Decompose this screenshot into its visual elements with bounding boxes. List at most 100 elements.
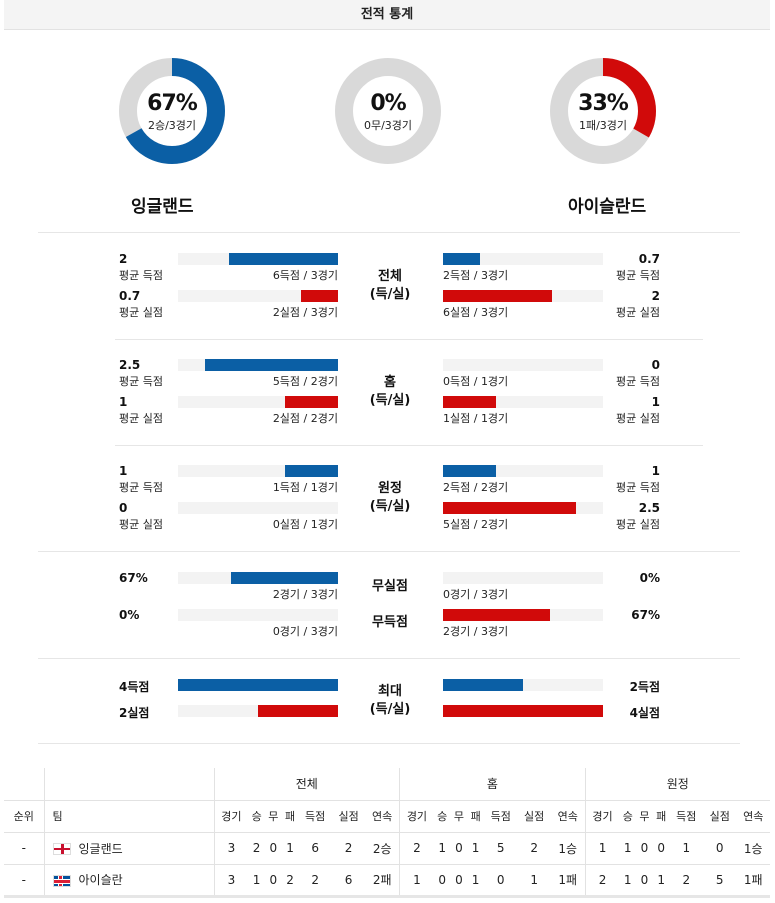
stat-cell: 0 <box>652 831 670 864</box>
column-header: 무 <box>636 799 653 832</box>
category-label: 원정 (득/실) <box>369 481 411 514</box>
right-bar <box>443 679 523 691</box>
left-detail: 1득점 / 1경기 <box>272 481 338 494</box>
right-label: 평균 실점 <box>616 518 660 531</box>
win-rate-caption: 2승/3경기 <box>147 119 197 132</box>
stat-cell: 1 <box>619 863 637 898</box>
column-header: 순위 <box>4 799 44 832</box>
team-cell[interactable]: 잉글랜드 <box>43 831 214 864</box>
stat-cell: 1승 <box>736 831 770 864</box>
right-detail: 1실점 / 1경기 <box>443 412 509 425</box>
column-header: 실점 <box>331 799 366 832</box>
stat-cell: 0 <box>433 863 451 898</box>
stat-cell: 0 <box>702 831 737 864</box>
stat-cell: 2 <box>399 831 434 864</box>
team-cell[interactable]: 아이슬란 <box>43 863 214 898</box>
stat-cell: 0 <box>450 863 468 898</box>
left-detail: 2실점 / 2경기 <box>272 412 338 425</box>
stat-cell: 1 <box>281 831 299 864</box>
left-value: 0% <box>119 608 140 622</box>
column-header: 무 <box>450 799 468 832</box>
right-bar <box>443 396 496 408</box>
win-rate-percent: 67% <box>147 91 198 116</box>
right-label: 평균 실점 <box>616 412 660 425</box>
table-row[interactable]: - 아이슬란 3 1 0 2 2 6 2패 1 0 0 1 0 1 1패 2 1 0 1 2 5 1패 <box>4 863 770 898</box>
win-rate-donut: 67% 2승/3경기 <box>118 57 226 165</box>
right-bar <box>443 502 576 514</box>
right-value: 4실점 <box>629 706 660 720</box>
stat-cell: 0 <box>483 863 518 898</box>
column-header: 승 <box>433 799 451 832</box>
stat-cell: 1 <box>399 863 434 898</box>
left-bar <box>205 359 338 371</box>
left-bar <box>231 572 338 584</box>
right-bar <box>443 465 496 477</box>
right-value: 0 <box>651 358 660 372</box>
column-header: 연속 <box>736 799 770 832</box>
column-header: 팀 <box>43 799 214 832</box>
stat-cell: 6 <box>331 863 366 898</box>
left-value: 2.5 <box>119 358 141 372</box>
stat-cell: 1승 <box>550 831 586 864</box>
group-home: 홈 <box>399 768 586 800</box>
stat-cell: 2 <box>331 831 366 864</box>
stat-cell: 1패 <box>736 863 770 898</box>
right-bar <box>443 253 480 265</box>
table-row[interactable]: - 잉글랜드 3 2 0 1 6 2 2승 2 1 0 1 5 2 1승 1 1 0 0 1 0 1승 <box>4 831 770 864</box>
stat-cell: 0 <box>636 831 653 864</box>
column-header: 승 <box>619 799 637 832</box>
left-detail: 6득점 / 3경기 <box>272 269 338 282</box>
right-label: 평균 득점 <box>616 481 660 494</box>
stat-cell: 3 <box>213 863 249 898</box>
left-label: 평균 득점 <box>119 375 163 388</box>
left-label: 평균 실점 <box>119 518 163 531</box>
column-header: 패 <box>281 799 299 832</box>
right-value: 2.5 <box>638 501 660 515</box>
england-flag-icon <box>52 843 71 855</box>
stat-cell: 2 <box>584 863 620 898</box>
left-bar <box>285 465 338 477</box>
stat-cell: 2승 <box>365 831 400 864</box>
right-value: 2득점 <box>629 680 660 694</box>
left-detail: 2실점 / 3경기 <box>272 306 338 319</box>
left-detail: 0실점 / 1경기 <box>272 518 338 531</box>
stat-cell: 1 <box>517 863 551 898</box>
team-name: 아이슬란 <box>78 873 123 887</box>
stat-cell: 0 <box>450 831 468 864</box>
left-value: 1 <box>119 395 128 409</box>
stat-cell: 3 <box>213 831 249 864</box>
left-label: 평균 실점 <box>119 412 163 425</box>
column-header: 실점 <box>702 799 737 832</box>
left-value: 0 <box>119 501 128 515</box>
column-header: 득점 <box>298 799 332 832</box>
left-label: 평균 실점 <box>119 306 163 319</box>
column-header: 경기 <box>399 799 434 832</box>
stat-cell: 1 <box>467 831 484 864</box>
draw-rate-caption: 0무/3경기 <box>363 119 413 132</box>
left-bar <box>178 679 338 691</box>
stat-cell: 2 <box>298 863 332 898</box>
rank-cell: - <box>4 863 44 898</box>
left-value: 4득점 <box>119 680 150 694</box>
right-bar <box>443 609 550 621</box>
right-detail: 2득점 / 3경기 <box>443 269 509 282</box>
group-total: 전체 <box>213 768 400 800</box>
left-detail: 2경기 / 3경기 <box>272 588 338 601</box>
column-header: 연속 <box>365 799 400 832</box>
left-label: 평균 득점 <box>119 481 163 494</box>
stat-cell: 1 <box>669 831 703 864</box>
right-detail: 0득점 / 1경기 <box>443 375 509 388</box>
loss-rate-percent: 33% <box>578 91 629 116</box>
right-value: 0% <box>639 571 660 585</box>
column-header: 득점 <box>669 799 703 832</box>
column-header: 연속 <box>550 799 586 832</box>
left-label: 평균 득점 <box>119 269 163 282</box>
column-header: 경기 <box>584 799 620 832</box>
right-value: 1 <box>651 464 660 478</box>
stat-cell: 1 <box>248 863 265 898</box>
stat-cell: 1 <box>467 863 484 898</box>
stat-cell: 0 <box>264 863 282 898</box>
stat-cell: 2 <box>248 831 265 864</box>
column-header: 실점 <box>517 799 551 832</box>
win-rate-arc <box>119 58 225 164</box>
